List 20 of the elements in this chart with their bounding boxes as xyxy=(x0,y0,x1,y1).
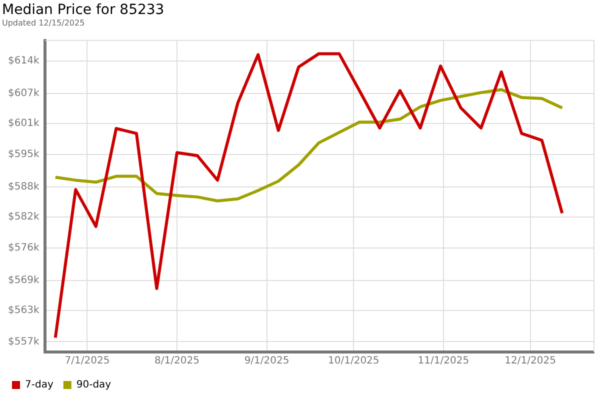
y-tick-label: $614k xyxy=(8,56,40,67)
y-tick-label: $582k xyxy=(8,212,40,223)
legend-label: 7-day xyxy=(25,380,54,391)
y-tick-label: $569k xyxy=(8,275,40,286)
y-tick-label: $601k xyxy=(8,118,40,130)
legend-label: 90-day xyxy=(76,380,112,391)
x-tick-label: 12/1/2025 xyxy=(504,356,556,367)
x-tick-label: 8/1/2025 xyxy=(154,356,200,367)
y-tick-label: $595k xyxy=(8,149,40,160)
chart-subtitle: Updated 12/15/2025 xyxy=(2,18,85,28)
y-tick-label: $607k xyxy=(8,88,40,100)
x-tick-label: 10/1/2025 xyxy=(328,356,380,367)
y-tick-label: $588k xyxy=(8,182,40,193)
x-tick-label: 11/1/2025 xyxy=(418,356,470,367)
x-tick-label: 9/1/2025 xyxy=(244,356,290,367)
y-tick-label: $576k xyxy=(8,242,40,254)
x-tick-label: 7/1/2025 xyxy=(64,356,110,367)
chart-title: Median Price for 85233 xyxy=(2,2,164,18)
y-tick-label: $557k xyxy=(8,336,40,348)
y-tick-label: $563k xyxy=(8,305,40,316)
